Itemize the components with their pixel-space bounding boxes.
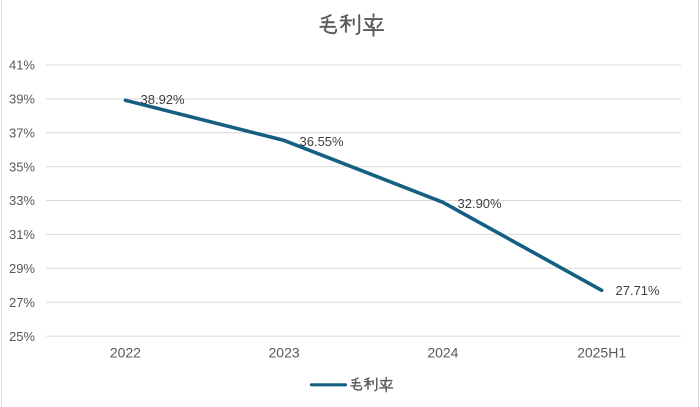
svg-text:25%: 25% xyxy=(9,329,35,344)
svg-text:32.90%: 32.90% xyxy=(458,196,503,211)
svg-text:37%: 37% xyxy=(9,126,35,141)
svg-text:35%: 35% xyxy=(9,159,35,174)
svg-text:2025H1: 2025H1 xyxy=(577,345,626,361)
svg-text:29%: 29% xyxy=(9,261,35,276)
svg-text:39%: 39% xyxy=(9,92,35,107)
svg-text:2023: 2023 xyxy=(269,345,300,361)
svg-text:27%: 27% xyxy=(9,295,35,310)
svg-text:33%: 33% xyxy=(9,193,35,208)
svg-text:31%: 31% xyxy=(9,227,35,242)
svg-text:2022: 2022 xyxy=(110,345,141,361)
svg-text:27.71%: 27.71% xyxy=(616,283,661,298)
svg-text:38.92%: 38.92% xyxy=(141,92,186,107)
svg-text:2024: 2024 xyxy=(427,345,458,361)
svg-text:41%: 41% xyxy=(9,58,35,73)
svg-text:36.55%: 36.55% xyxy=(300,134,345,149)
